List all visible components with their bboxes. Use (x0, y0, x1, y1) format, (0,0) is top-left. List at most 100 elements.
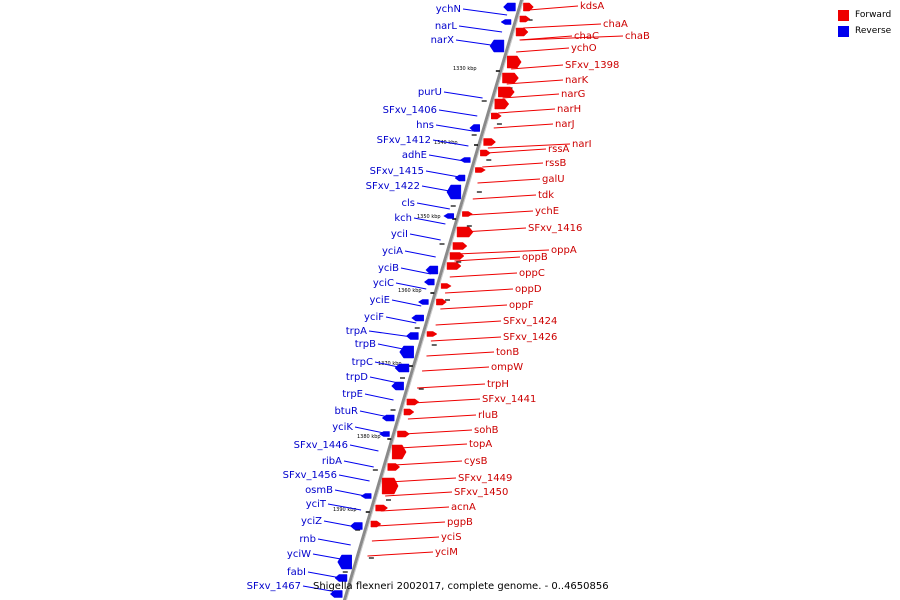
forward-gene-label[interactable]: narH (557, 104, 581, 115)
forward-gene-label[interactable]: cysB (464, 456, 488, 467)
forward-gene-label[interactable]: ychO (571, 43, 597, 54)
forward-leader-line (519, 35, 624, 41)
reverse-gene-label[interactable]: yciB (378, 263, 399, 274)
reverse-gene-block (454, 174, 466, 182)
reverse-gene-label[interactable]: purU (418, 87, 442, 98)
forward-gene-block (480, 149, 491, 157)
forward-leader-line (380, 506, 450, 512)
forward-gene-block (498, 86, 515, 98)
forward-gene-label[interactable]: topA (469, 439, 492, 450)
reverse-gene-block (399, 345, 414, 359)
forward-gene-label[interactable]: pgpB (447, 517, 473, 528)
reverse-gene-label[interactable]: kch (394, 213, 412, 224)
reverse-gene-label[interactable]: SFxv_1422 (366, 181, 420, 192)
reverse-gene-label[interactable]: SFxv_1406 (383, 105, 437, 116)
forward-gene-label[interactable]: tdk (538, 190, 554, 201)
forward-gene-label[interactable]: galU (542, 174, 565, 185)
forward-gene-label[interactable]: chaC (574, 31, 599, 42)
reverse-gene-label[interactable]: SFxv_1412 (377, 135, 431, 146)
reverse-gene-label[interactable]: trpE (342, 389, 363, 400)
forward-gene-label[interactable]: oppD (515, 284, 542, 295)
reverse-gene-label[interactable]: yciE (369, 295, 390, 306)
forward-gene-block (381, 477, 399, 495)
forward-gene-label[interactable]: chaB (625, 31, 650, 42)
reverse-gene-label[interactable]: adhE (402, 150, 427, 161)
forward-gene-label[interactable]: narJ (555, 119, 575, 130)
forward-gene-label[interactable]: SFxv_1449 (458, 473, 512, 484)
forward-gene-label[interactable]: ompW (491, 362, 523, 373)
forward-gene-label[interactable]: narG (561, 89, 585, 100)
reverse-gene-label[interactable]: SFxv_1415 (370, 166, 424, 177)
reverse-gene-label[interactable]: yciA (382, 246, 403, 257)
forward-gene-label[interactable]: narK (565, 75, 589, 86)
forward-gene-label[interactable]: SFxv_1424 (503, 316, 557, 327)
forward-gene-label[interactable]: rssA (548, 144, 570, 155)
forward-gene-label[interactable]: SFxv_1450 (454, 487, 508, 498)
forward-gene-label[interactable]: oppA (551, 245, 577, 256)
reverse-gene-label[interactable]: SFxv_1446 (294, 440, 348, 451)
forward-gene-label[interactable]: trpH (487, 379, 509, 390)
forward-gene-block (515, 27, 529, 37)
reverse-gene-label[interactable]: SFxv_1456 (283, 470, 337, 481)
reverse-leader-line (374, 361, 404, 369)
forward-gene-label[interactable]: oppC (519, 268, 545, 279)
reverse-gene-label[interactable]: btuR (334, 406, 358, 417)
forward-gene-block (391, 444, 407, 460)
tick-label: 1330 kbp (453, 66, 477, 72)
reverse-gene-label[interactable]: yciC (373, 278, 394, 289)
reverse-leader-line (413, 217, 446, 225)
reverse-leader-line (425, 170, 460, 178)
reverse-gene-label[interactable]: hns (416, 120, 434, 131)
reverse-gene-block (349, 522, 363, 530)
forward-gene-label[interactable]: ychE (535, 206, 559, 217)
reverse-gene-label[interactable]: ribA (322, 456, 342, 467)
tick-labels: 1330 kbp 1340 kbp 1350 kbp 1360 kbp 1370… (333, 66, 477, 513)
forward-gene-label[interactable]: kdsA (580, 1, 604, 12)
reverse-gene-label[interactable]: yciF (364, 312, 384, 323)
reverse-gene-label[interactable]: trpB (355, 339, 376, 350)
reverse-gene-label[interactable]: trpD (346, 372, 368, 383)
forward-gene-label[interactable]: tonB (496, 347, 519, 358)
forward-gene-label[interactable]: rssB (545, 158, 567, 169)
reverse-gene-label[interactable]: trpA (346, 326, 367, 337)
reverse-leader-line (312, 553, 347, 561)
reverse-gene-block (423, 278, 435, 286)
reverse-gene-block (443, 213, 455, 219)
forward-gene-label[interactable]: SFxv_1416 (528, 223, 582, 234)
forward-gene-label[interactable]: yciM (435, 547, 458, 558)
forward-gene-block (506, 55, 522, 69)
reverse-gene-label[interactable]: yciW (287, 549, 311, 560)
reverse-gene-label[interactable]: ychN (436, 4, 461, 15)
reverse-leader-line (455, 39, 499, 47)
reverse-gene-label[interactable]: yciI (391, 229, 408, 240)
reverse-leader-line (377, 343, 409, 351)
forward-gene-label[interactable]: SFxv_1441 (482, 394, 536, 405)
forward-gene-label[interactable]: chaA (603, 19, 628, 30)
reverse-gene-label[interactable]: yciZ (301, 516, 322, 527)
forward-gene-label[interactable]: oppF (509, 300, 534, 311)
forward-gene-label[interactable]: narI (572, 139, 592, 150)
tick-label: 1380 kbp (357, 434, 381, 440)
reverse-gene-label[interactable]: narL (435, 21, 458, 32)
reverse-gene-label[interactable]: narX (431, 35, 455, 46)
forward-gene-label[interactable]: sohB (474, 425, 499, 436)
forward-leader-line (435, 320, 502, 326)
reverse-gene-label[interactable]: yciK (332, 422, 353, 433)
forward-gene-label[interactable]: SFxv_1398 (565, 60, 619, 71)
reverse-gene-label[interactable]: cls (402, 198, 416, 209)
reverse-gene-label[interactable]: yciT (306, 499, 327, 510)
legend-item-reverse: Reverse (838, 24, 891, 38)
reverse-leader-line (343, 460, 374, 468)
forward-gene-label[interactable]: rluB (478, 410, 498, 421)
reverse-gene-label[interactable]: osmB (305, 485, 333, 496)
forward-gene-labels: kdsA chaA chaB chaC ychO SFxv_1398 narK … (435, 1, 650, 558)
reverse-gene-label[interactable]: fabI (287, 567, 306, 578)
forward-gene-label[interactable]: SFxv_1426 (503, 332, 557, 343)
reverse-gene-label[interactable]: SFxv_1467 (247, 581, 301, 592)
forward-gene-label[interactable]: yciS (441, 532, 462, 543)
reverse-gene-label[interactable]: rnb (299, 534, 316, 545)
reverse-gene-label[interactable]: trpC (352, 357, 373, 368)
forward-gene-label[interactable]: acnA (451, 502, 476, 513)
forward-leader-line (482, 162, 544, 168)
forward-gene-label[interactable]: oppB (522, 252, 548, 263)
